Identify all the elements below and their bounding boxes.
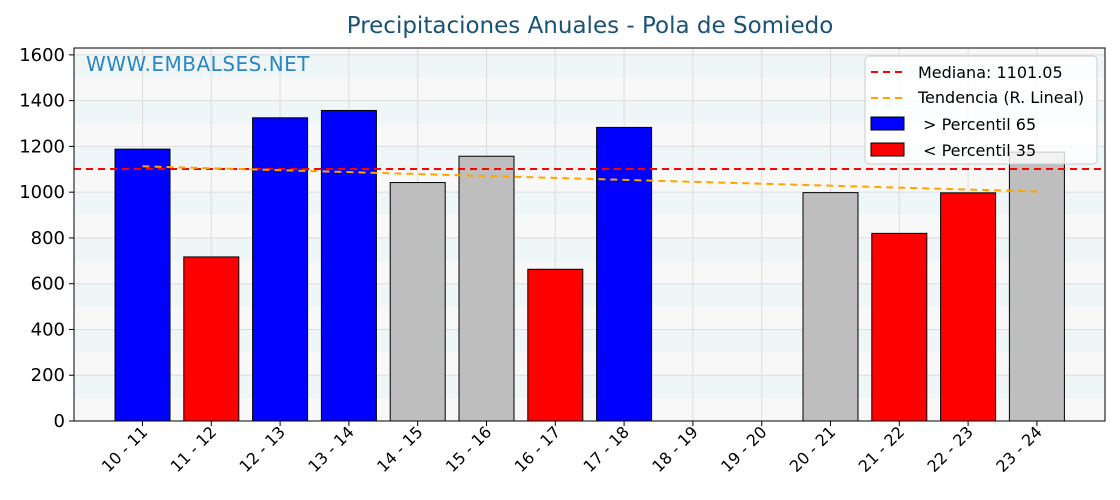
- bars-group: [114, 109, 1065, 422]
- y-tick-label: 800: [31, 228, 65, 249]
- bar-17-18: [596, 126, 653, 422]
- bar-21-22: [871, 232, 928, 422]
- legend-median-label: Mediana: 1101.05: [918, 63, 1063, 82]
- y-tick-label: 400: [31, 319, 65, 340]
- y-tick-label: 0: [54, 411, 65, 432]
- y-tick-label: 1600: [19, 45, 65, 66]
- watermark-text: WWW.EMBALSES.NET: [86, 52, 310, 76]
- trend-line: [142, 165, 1037, 193]
- bar-10-11: [114, 148, 171, 422]
- bar-12-13: [252, 117, 309, 422]
- bar-20-21: [802, 192, 859, 422]
- bar-13-14: [320, 109, 377, 422]
- legend: Mediana: 1101.05 Tendencia (R. Lineal) >…: [864, 55, 1098, 165]
- legend-box: [864, 55, 1098, 165]
- y-axis: 0 200 400 600 800 1000 1200 1400 1600: [19, 45, 74, 432]
- bar-11-12: [183, 256, 240, 422]
- background-band: [74, 77, 1105, 101]
- legend-trend-label: Tendencia (R. Lineal): [917, 88, 1084, 107]
- y-tick-label: 600: [31, 274, 65, 295]
- reference-lines: [74, 165, 1105, 193]
- bar-23-24: [1008, 151, 1065, 422]
- chart-title: Precipitaciones Anuales - Pola de Somied…: [347, 13, 834, 39]
- y-tick-label: 1200: [19, 136, 65, 157]
- y-tick-label: 200: [31, 365, 65, 386]
- bar-16-17: [527, 268, 584, 422]
- bar-14-15: [389, 182, 446, 422]
- background-band: [74, 54, 1105, 78]
- legend-high-label: > Percentil 65: [918, 115, 1036, 134]
- bar-22-23: [940, 192, 997, 422]
- legend-low-swatch: [870, 142, 905, 157]
- y-tick-label: 1400: [19, 91, 65, 112]
- plot-frame: [73, 47, 1106, 422]
- legend-low-label: < Percentil 35: [918, 141, 1036, 160]
- background-band: [74, 48, 1105, 55]
- bar-15-16: [458, 155, 515, 422]
- y-tick-label: 1000: [19, 182, 65, 203]
- legend-high-swatch: [870, 116, 905, 131]
